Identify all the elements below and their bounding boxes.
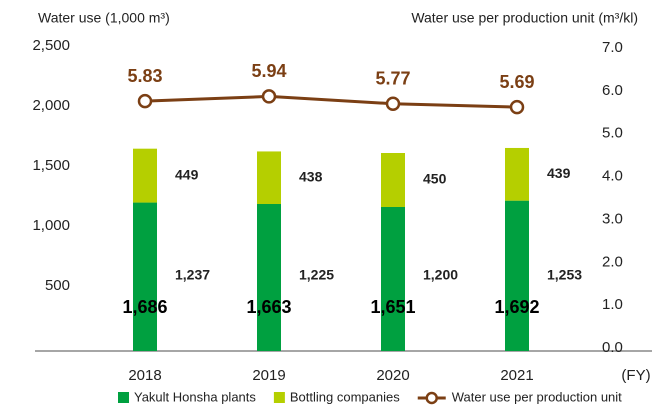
- line-value-label: 5.94: [251, 61, 286, 81]
- value-label: 438: [299, 168, 323, 184]
- legend-swatch: [273, 392, 285, 403]
- y2-tick-label: 6.0: [602, 82, 623, 99]
- value-label: 450: [423, 171, 447, 187]
- bar-segment: [257, 204, 281, 351]
- legend-swatch: [118, 392, 129, 403]
- y-tick-label: 500: [45, 277, 70, 294]
- y2-tick-label: 3.0: [602, 210, 623, 227]
- legend-label: Water use per production unit: [452, 389, 622, 404]
- line-point: [261, 89, 277, 104]
- bar-segment: [133, 202, 157, 351]
- y2-tick-label: 1.0: [602, 296, 623, 313]
- bar-segment: [257, 151, 281, 204]
- total-label: 1,692: [494, 297, 539, 317]
- bar-segment: [505, 200, 529, 351]
- value-label: 1,200: [423, 267, 458, 283]
- y2-tick-label: 7.0: [602, 39, 623, 56]
- y-axis-label: Water use (1,000 m³): [38, 10, 170, 26]
- x-unit-label: (FY): [621, 367, 650, 384]
- y-tick-label: 2,500: [32, 37, 70, 54]
- line-value-label: 5.69: [499, 72, 534, 92]
- line: [144, 94, 518, 109]
- y2-axis-label: Water use per production unit (m³/kl): [411, 10, 638, 26]
- bar-segment: [381, 153, 405, 207]
- value-label: 1,225: [299, 267, 334, 283]
- y-tick-label: 1,000: [32, 217, 70, 234]
- bar-segment: [133, 148, 157, 203]
- y2-tick-label: 5.0: [602, 125, 623, 142]
- x-tick-label: 2018: [128, 367, 161, 384]
- y2-tick-label: 2.0: [602, 253, 623, 270]
- legend-label: Bottling companies: [290, 389, 400, 404]
- y2-tick-label: 0.0: [602, 339, 623, 356]
- bar-segment: [381, 207, 405, 351]
- total-label: 1,686: [122, 297, 167, 317]
- x-tick-label: 2020: [376, 367, 409, 384]
- bar-segment: [505, 147, 529, 201]
- y-tick-label: 2,000: [32, 97, 70, 114]
- value-label: 439: [547, 165, 571, 181]
- line-point: [137, 93, 153, 109]
- line-value-label: 5.83: [127, 66, 162, 86]
- legend-marker: [425, 391, 438, 405]
- value-label: 1,253: [547, 267, 582, 283]
- line-value-label: 5.77: [375, 68, 410, 88]
- x-tick-label: 2019: [252, 367, 285, 384]
- total-label: 1,663: [246, 297, 291, 317]
- x-tick-label: 2021: [500, 367, 533, 384]
- line-point: [385, 96, 401, 111]
- value-label: 1,237: [175, 267, 210, 283]
- value-label: 449: [175, 166, 199, 182]
- legend-label: Yakult Honsha plants: [134, 389, 256, 404]
- y-tick-label: 1,500: [32, 157, 70, 174]
- total-label: 1,651: [370, 297, 415, 317]
- line-point: [509, 99, 525, 115]
- y2-tick-label: 4.0: [602, 168, 623, 185]
